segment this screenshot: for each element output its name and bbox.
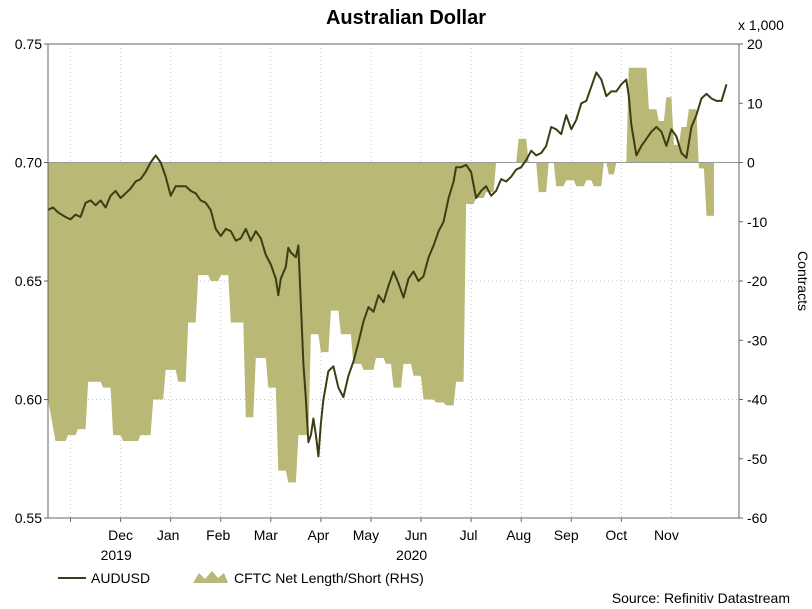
left-tick-label-2: 0.65 [15, 273, 42, 289]
left-tick-label-3: 0.70 [15, 155, 42, 171]
x-month-label-2: Feb [206, 527, 230, 543]
x-month-label-7: Jul [460, 527, 478, 543]
cftc-area-series [48, 67, 714, 483]
legend: AUDUSD CFTC Net Length/Short (RHS) [58, 570, 424, 586]
x-axis: Dec Jan Feb Mar Apr May Jun Jul Aug Sep Oct Nov 2019… [70, 518, 679, 563]
audusd-line-series [47, 71, 728, 458]
left-tick-label-1: 0.60 [15, 392, 42, 408]
right-tick-label-0: -60 [747, 510, 767, 526]
chart-title: Australian Dollar [326, 7, 486, 29]
x-month-label-6: Jun [405, 527, 428, 543]
right-axis: -60 -50 -40 -30 -20 -10 0 10 20 [739, 36, 767, 526]
x-year-label-1: 2020 [396, 547, 427, 563]
x-year-label-0: 2019 [101, 547, 132, 563]
x-month-label-1: Jan [157, 527, 180, 543]
left-tick-label-4: 0.75 [15, 36, 42, 52]
right-axis-multiplier: x 1,000 [738, 17, 784, 33]
x-month-label-9: Sep [554, 527, 579, 543]
x-month-label-8: Aug [506, 527, 531, 543]
right-tick-label-4: -20 [747, 273, 767, 289]
right-axis-label: Contracts [795, 251, 811, 311]
right-tick-label-6: 0 [747, 155, 755, 171]
legend-area-swatch [193, 571, 228, 583]
legend-audusd-label: AUDUSD [91, 570, 150, 586]
x-month-label-5: May [353, 527, 379, 543]
right-tick-label-8: 20 [747, 36, 763, 52]
cftc-area [48, 67, 714, 483]
right-tick-label-7: 10 [747, 95, 763, 111]
right-tick-label-5: -10 [747, 214, 767, 230]
right-tick-label-2: -40 [747, 392, 767, 408]
audusd-line [47, 71, 728, 458]
x-month-label-3: Mar [254, 527, 278, 543]
x-month-label-0: Dec [108, 527, 133, 543]
right-tick-label-1: -50 [747, 451, 767, 467]
x-month-label-11: Nov [654, 527, 679, 543]
x-month-label-10: Oct [605, 527, 627, 543]
x-month-label-4: Apr [307, 527, 329, 543]
right-tick-label-3: -30 [747, 332, 767, 348]
left-axis: 0.55 0.60 0.65 0.70 0.75 [15, 36, 48, 526]
left-tick-label-0: 0.55 [15, 510, 42, 526]
source-note: Source: Refinitiv Datastream [612, 590, 790, 606]
legend-cftc-label: CFTC Net Length/Short (RHS) [234, 570, 424, 586]
